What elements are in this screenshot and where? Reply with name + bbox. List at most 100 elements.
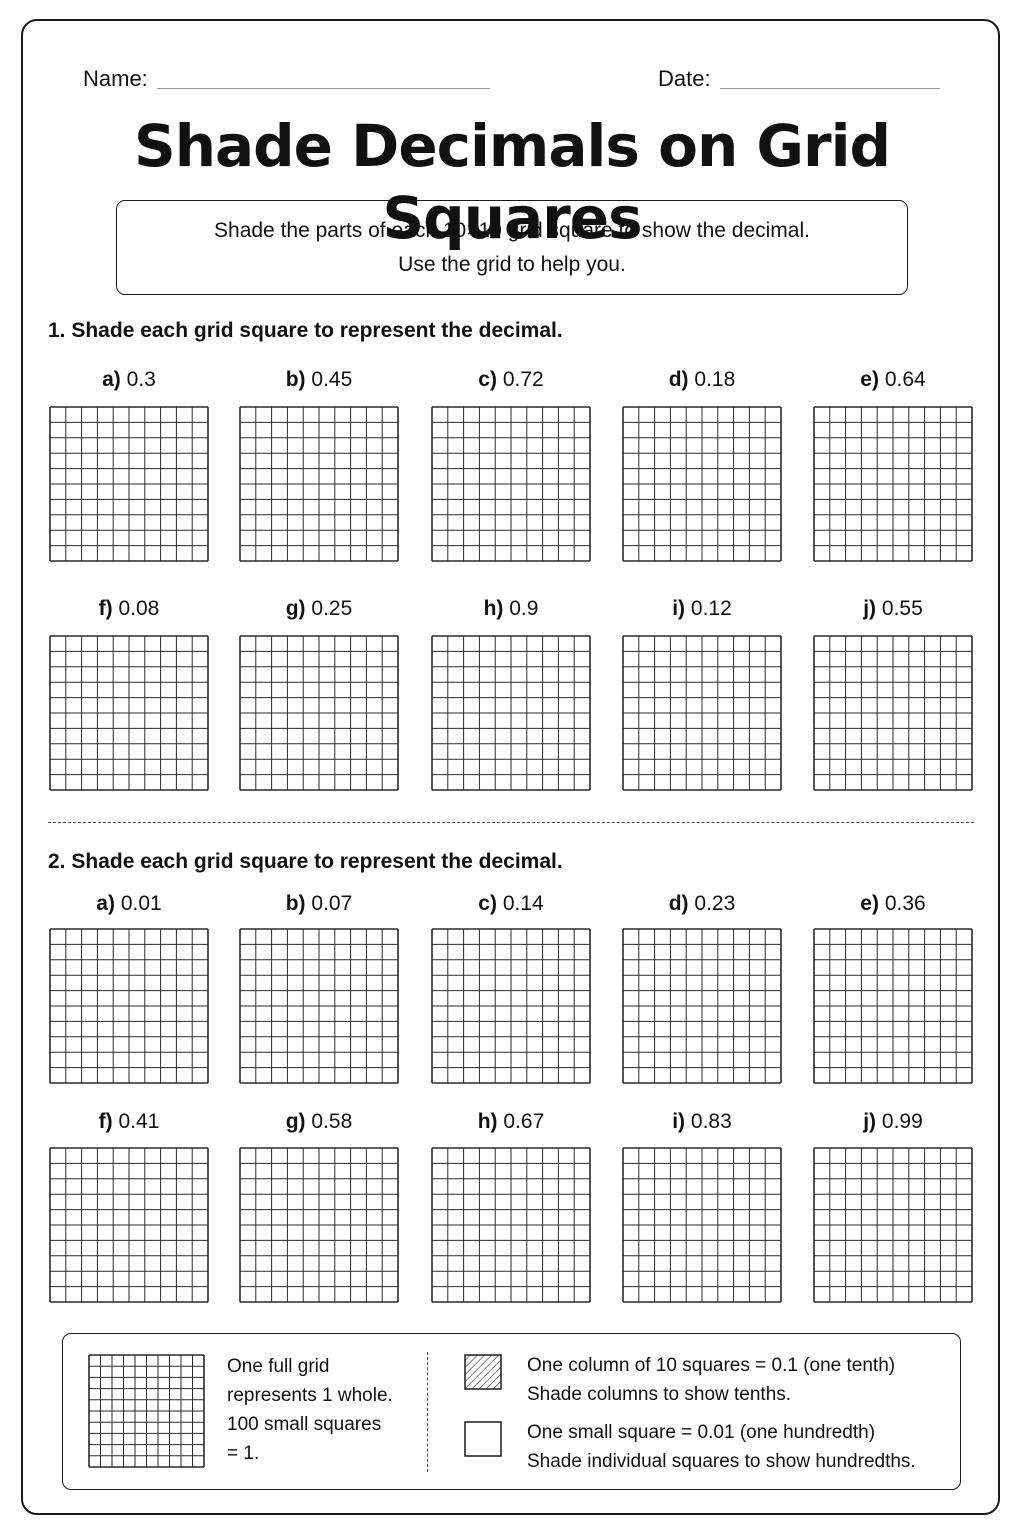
problem-label: e) 0.36	[813, 892, 973, 916]
problem-letter: f)	[98, 597, 113, 620]
problem-letter: f)	[98, 1110, 113, 1133]
problem-letter: d)	[668, 368, 689, 391]
legend-line: represents 1 whole.	[227, 1385, 393, 1406]
problem-letter: h)	[483, 597, 504, 620]
hundred-grid[interactable]	[431, 928, 591, 1084]
problem-letter: c)	[478, 892, 497, 915]
problem-value: 0.99	[881, 1110, 923, 1133]
hundred-grid[interactable]	[622, 635, 782, 791]
hundred-grid[interactable]	[239, 635, 399, 791]
problem-value: 0.3	[126, 368, 156, 391]
problem-value: 0.9	[509, 597, 539, 620]
problem-value: 0.83	[690, 1110, 732, 1133]
hundred-grid[interactable]	[622, 928, 782, 1084]
instructions-line-1: Shade the parts of each 10×10 grid squar…	[214, 219, 810, 242]
problem-label: h) 0.9	[431, 597, 591, 621]
problem-value: 0.41	[118, 1110, 160, 1133]
problem-label: f) 0.08	[49, 597, 209, 621]
problem-label: a) 0.3	[49, 368, 209, 392]
legend-line: Shade individual squares to show hundred…	[527, 1451, 916, 1472]
problem-letter: j)	[863, 597, 877, 620]
problem-value: 0.55	[881, 597, 923, 620]
problem-label: g) 0.58	[239, 1110, 399, 1134]
problem-label: d) 0.18	[622, 368, 782, 392]
problem-letter: j)	[863, 1110, 877, 1133]
name-field[interactable]	[157, 88, 490, 89]
legend-line: = 1.	[227, 1443, 260, 1464]
problem-label: d) 0.23	[622, 892, 782, 916]
name-label: Name:	[83, 66, 148, 91]
hundred-grid[interactable]	[49, 635, 209, 791]
problem-label: j) 0.55	[813, 597, 973, 621]
legend-box	[62, 1333, 961, 1490]
problem-label: h) 0.67	[431, 1110, 591, 1134]
problem-value: 0.67	[503, 1110, 545, 1133]
hundred-grid[interactable]	[239, 406, 399, 562]
hundred-grid[interactable]	[239, 928, 399, 1084]
legend-line: Shade columns to show tenths.	[527, 1384, 792, 1405]
problem-letter: a)	[96, 892, 115, 915]
problem-value: 0.12	[690, 597, 732, 620]
hundred-grid[interactable]	[431, 635, 591, 791]
problem-label: i) 0.12	[622, 597, 782, 621]
hundredth-empty-square-icon	[464, 1421, 502, 1457]
problem-label: a) 0.01	[49, 892, 209, 916]
problem-letter: i)	[672, 1110, 686, 1133]
hundred-grid[interactable]	[622, 406, 782, 562]
hundred-grid[interactable]	[813, 406, 973, 562]
hundred-grid[interactable]	[431, 406, 591, 562]
problem-value: 0.36	[884, 892, 926, 915]
instructions-line-2: Use the grid to help you.	[398, 253, 626, 276]
section-2-heading: 2. Shade each grid square to represent t…	[48, 850, 563, 873]
section-1-heading: 1. Shade each grid square to represent t…	[48, 319, 563, 342]
problem-letter: c)	[478, 368, 497, 391]
problem-label: g) 0.25	[239, 597, 399, 621]
problem-value: 0.01	[120, 892, 162, 915]
problem-value: 0.23	[694, 892, 736, 915]
problem-label: b) 0.45	[239, 368, 399, 392]
problem-label: i) 0.83	[622, 1110, 782, 1134]
problem-letter: d)	[668, 892, 689, 915]
problem-label: b) 0.07	[239, 892, 399, 916]
section-divider	[48, 822, 974, 823]
hundred-grid[interactable]	[49, 928, 209, 1084]
tenth-hatched-swatch-icon	[464, 1354, 502, 1390]
date-label: Date:	[658, 66, 711, 91]
legend-example-grid	[88, 1354, 205, 1468]
legend-full-grid-text: One full grid represents 1 whole. 100 sm…	[227, 1352, 393, 1468]
problem-letter: g)	[285, 597, 306, 620]
problem-value: 0.18	[694, 368, 736, 391]
problem-letter: e)	[860, 368, 879, 391]
problem-letter: e)	[860, 892, 879, 915]
worksheet-title: Shade Decimals on Grid Squares	[133, 112, 891, 252]
problem-value: 0.14	[502, 892, 544, 915]
problem-value: 0.64	[884, 368, 926, 391]
hundred-grid[interactable]	[813, 928, 973, 1084]
problem-letter: a)	[102, 368, 121, 391]
problem-value: 0.58	[311, 1110, 353, 1133]
problem-letter: b)	[285, 368, 306, 391]
hundred-grid[interactable]	[239, 1147, 399, 1303]
problem-label: j) 0.99	[813, 1110, 973, 1134]
hundred-grid[interactable]	[431, 1147, 591, 1303]
problem-label: e) 0.64	[813, 368, 973, 392]
legend-line: One full grid	[227, 1356, 330, 1377]
hundred-grid[interactable]	[813, 635, 973, 791]
problem-value: 0.72	[502, 368, 544, 391]
problem-value: 0.45	[311, 368, 353, 391]
worksheet-frame	[21, 19, 1000, 1515]
hundred-grid[interactable]	[49, 1147, 209, 1303]
hundred-grid[interactable]	[813, 1147, 973, 1303]
problem-value: 0.25	[311, 597, 353, 620]
hundred-grid[interactable]	[622, 1147, 782, 1303]
problem-value: 0.08	[118, 597, 160, 620]
date-field[interactable]	[720, 88, 940, 89]
legend-line: One column of 10 squares = 0.1 (one tent…	[527, 1355, 896, 1376]
problem-letter: h)	[477, 1110, 498, 1133]
problem-value: 0.07	[311, 892, 353, 915]
problem-letter: g)	[285, 1110, 306, 1133]
hundred-grid[interactable]	[49, 406, 209, 562]
legend-tenth-text: One column of 10 squares = 0.1 (one tent…	[527, 1351, 895, 1409]
problem-letter: i)	[672, 597, 686, 620]
legend-line: 100 small squares	[227, 1414, 382, 1435]
